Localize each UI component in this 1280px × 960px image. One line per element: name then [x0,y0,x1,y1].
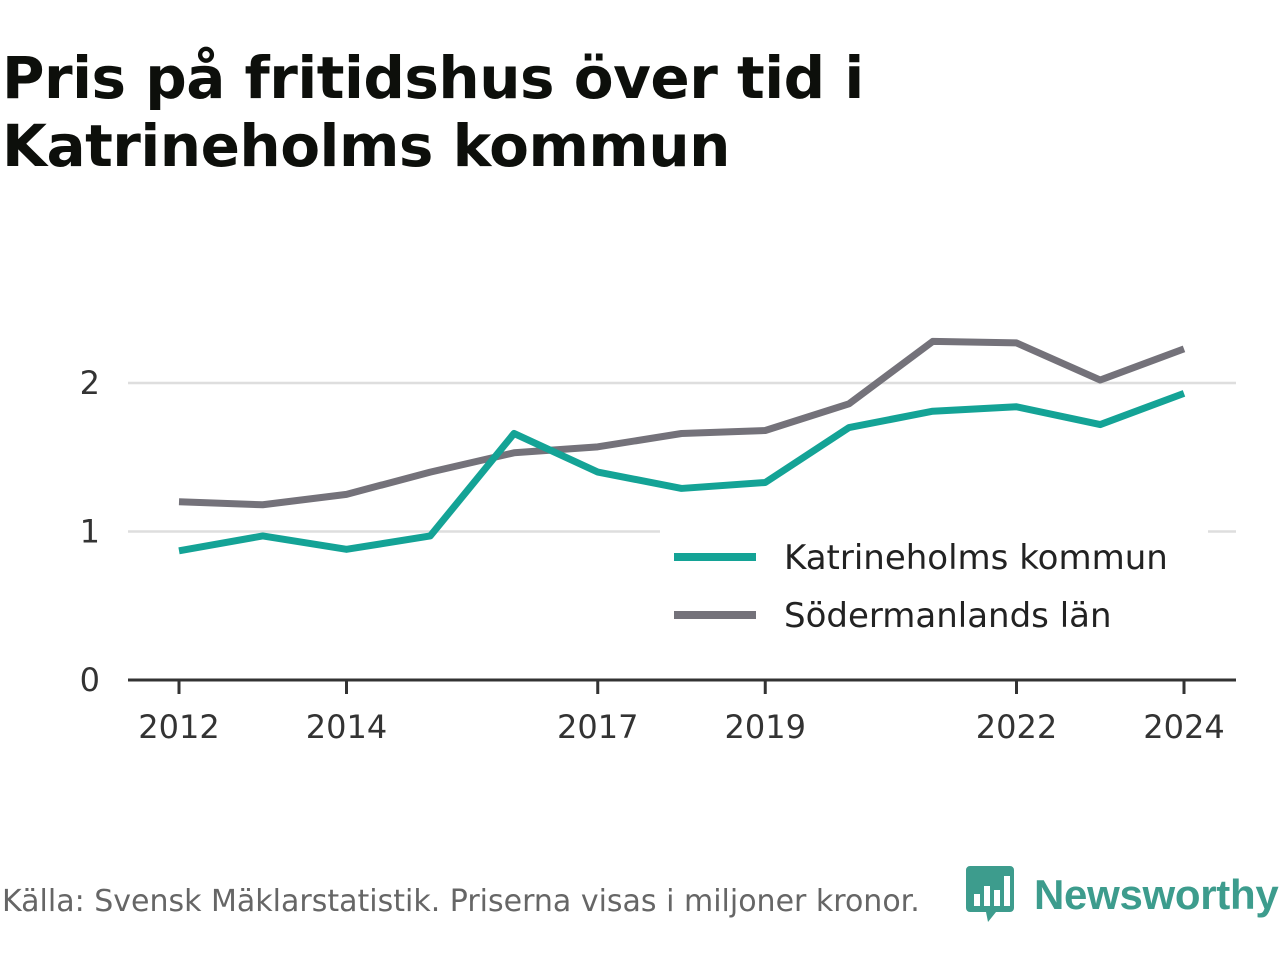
legend-background [660,530,1208,648]
x-tick-label: 2012 [138,708,219,746]
x-tick-label: 2014 [306,708,387,746]
legend: Katrineholms kommun Södermanlands län [660,530,1208,648]
legend-label: Södermanlands län [784,596,1112,636]
chart-title: Pris på fritidshus över tid i Katrinehol… [2,44,864,180]
x-tick-label: 2022 [976,708,1057,746]
y-tick-label: 0 [80,661,100,699]
x-tick-label: 2024 [1143,708,1224,746]
series-line-katrineholms-kommun [178,390,1186,555]
source-note: Källa: Svensk Mäklarstatistik. Priserna … [2,884,920,919]
legend-label: Katrineholms kommun [784,538,1168,578]
bar-chart-speech-bubble-icon [966,866,1014,922]
axes: 0 1 2 2012 2014 2017 2019 2022 2024 [80,364,1236,746]
x-tick-label: 2017 [557,708,638,746]
y-tick-label: 1 [80,513,100,551]
series-lines [178,337,1186,555]
brand-logo-group: Newsworthy [964,864,1279,926]
series-line-s-dermanlands-l-n [178,337,1186,509]
x-tick-label: 2019 [725,708,806,746]
grid-lines [128,381,1236,533]
y-tick-label: 2 [80,364,100,402]
brand-name: Newsworthy [1034,871,1279,918]
